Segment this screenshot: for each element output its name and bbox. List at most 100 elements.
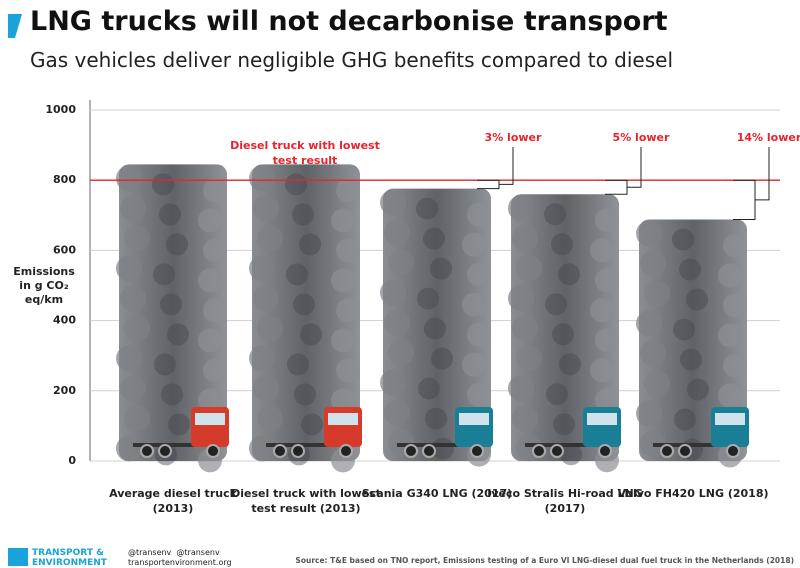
smoke-puff (253, 285, 279, 312)
social: @transenv @transenv transportenvironment… (128, 548, 232, 568)
smoke-puff (293, 293, 315, 316)
truck-window (195, 413, 225, 425)
smoke-puff (160, 293, 182, 316)
truck-wheel (140, 444, 154, 458)
smoke-puff (198, 208, 222, 233)
facebook: @transenv (176, 548, 220, 557)
smoke-puff (380, 279, 406, 306)
smoke-puff (590, 298, 614, 323)
annotation: 5% lower (613, 131, 670, 144)
y-tick-label: 0 (68, 454, 76, 467)
logo-mark (8, 548, 28, 566)
smoke-puff (644, 280, 670, 307)
smoke-puff (723, 353, 747, 378)
smoke-puff (384, 399, 410, 426)
smoke-puff (249, 165, 275, 192)
reference-label: Diesel truck with lowest test result (230, 139, 380, 167)
smoke-puff (124, 225, 150, 252)
source: Source: T&E based on TNO report, Emissio… (295, 556, 794, 565)
truck-wheel (726, 444, 740, 458)
smoke-puff (167, 323, 189, 346)
truck-chassis (525, 443, 605, 447)
smoke-puff (336, 358, 360, 383)
smoke-puff (516, 345, 542, 372)
bracket (733, 179, 756, 221)
truck-wheel (470, 444, 484, 458)
smoke-puff (300, 323, 322, 346)
annotation: 3% lower (485, 131, 542, 144)
smoke-puff (424, 317, 446, 340)
smoke-puff (718, 383, 742, 408)
truck-wheel (660, 444, 674, 458)
smoke-puff (198, 328, 222, 353)
smoke-puff (292, 203, 314, 226)
smoke-puff (595, 268, 619, 293)
website: transportenvironment.org (128, 558, 232, 567)
smoke-puff (384, 219, 410, 246)
smoke-puff (116, 435, 142, 462)
smoke-puff (257, 405, 283, 432)
truck-window (587, 413, 617, 425)
smoke-puff (679, 258, 701, 281)
smoke-puff (551, 233, 573, 256)
smoke-puff (674, 408, 696, 431)
smoke-puff (249, 435, 275, 462)
smoke-puff (640, 340, 666, 367)
y-tick-label: 1000 (45, 103, 76, 116)
smoke-puff (153, 263, 175, 286)
truck-wheel (339, 444, 353, 458)
smoke-puff (168, 413, 190, 436)
smoke-puff (590, 238, 614, 263)
smoke-puff (644, 370, 670, 397)
truck-window (715, 413, 745, 425)
smoke-puff (154, 353, 176, 376)
smoke-puff (203, 358, 227, 383)
truck-chassis (266, 443, 346, 447)
smoke-puff (331, 328, 355, 353)
truck-wheel (678, 444, 692, 458)
smoke-puff (430, 257, 452, 280)
smoke-puff (301, 413, 323, 436)
smoke-puff (380, 189, 406, 216)
smoke-puff (723, 293, 747, 318)
smoke-puff (299, 233, 321, 256)
truck-window (328, 413, 358, 425)
smoke-puff (590, 358, 614, 383)
x-tick-label: Scania G340 LNG (2017) (361, 487, 513, 500)
smoke-puff (718, 263, 742, 288)
truck-wheel (404, 444, 418, 458)
smoke-puff (672, 228, 694, 251)
x-tick-label: Diesel truck with lowest test result (20… (231, 487, 381, 515)
truck-wheel (532, 444, 546, 458)
truck-chassis (653, 443, 733, 447)
smoke-puff (384, 309, 410, 336)
smoke-puff (198, 268, 222, 293)
x-tick-label: Iveco Stralis Hi-road LNG (2017) (487, 487, 643, 515)
smoke-puff (508, 195, 534, 222)
smoke-puff (286, 263, 308, 286)
smoke-puff (116, 345, 142, 372)
smoke-puff (686, 288, 708, 311)
smoke-puff (380, 369, 406, 396)
smoke-puff (508, 375, 534, 402)
smoke-puff (198, 388, 222, 413)
smoke-puff (636, 220, 662, 247)
smoke-puff (253, 195, 279, 222)
smoke-puff (285, 173, 307, 196)
smoke-puff (553, 413, 575, 436)
smoke-puff (423, 227, 445, 250)
truck-wheel (550, 444, 564, 458)
smoke-puff (152, 173, 174, 196)
smoke-puff (680, 348, 702, 371)
smoke-puff (418, 377, 440, 400)
title: LNG trucks will not decarbonise transpor… (30, 6, 668, 37)
smoke-puff (673, 318, 695, 341)
bracket (477, 179, 500, 190)
smoke-puff (416, 197, 438, 220)
smoke-puff (257, 225, 283, 252)
smoke-puff (331, 388, 355, 413)
smoke-puff (559, 353, 581, 376)
smoke-puff (516, 255, 542, 282)
title-marker (8, 14, 22, 38)
